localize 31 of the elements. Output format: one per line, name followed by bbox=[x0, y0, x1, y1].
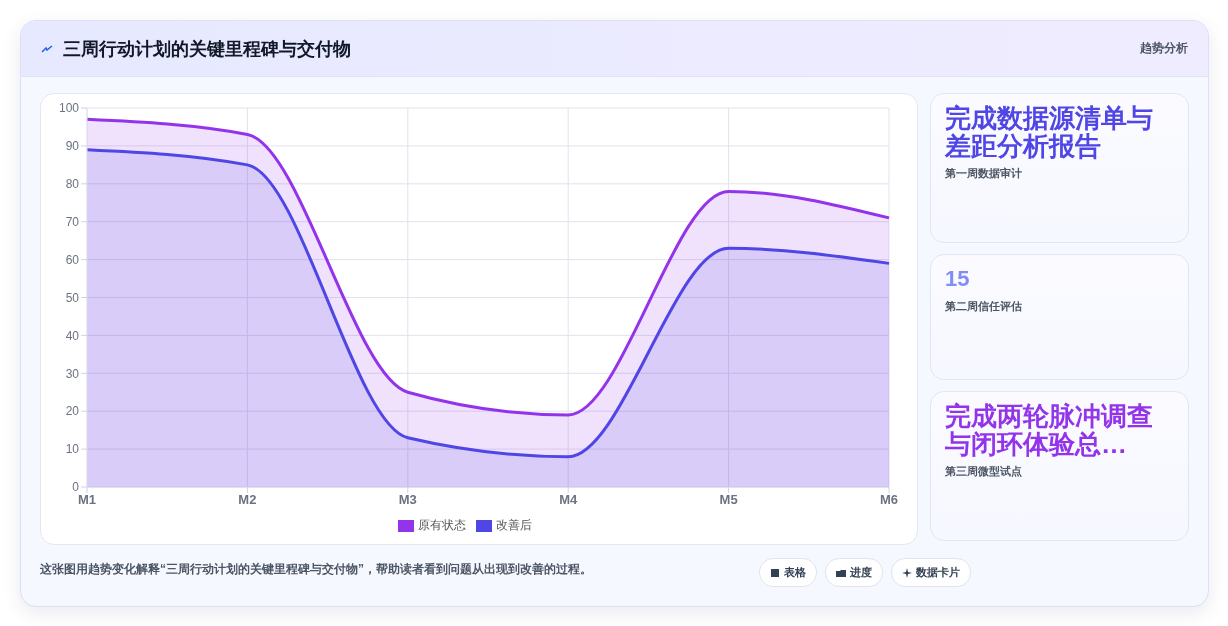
text: 完成两轮脉冲调查与闭环体验总… bbox=[945, 401, 1154, 459]
text: 数据卡片 bbox=[891, 558, 971, 587]
y-tick-label: 0 bbox=[72, 480, 80, 495]
x-tick-label: M1 bbox=[77, 492, 97, 508]
legend-label: 改善后 bbox=[496, 518, 532, 532]
text: 进度 bbox=[825, 558, 883, 587]
y-tick-label: 100 bbox=[58, 101, 80, 116]
x-tick-label: M4 bbox=[559, 492, 578, 508]
y-tick-label: 20 bbox=[65, 404, 80, 419]
text: 完成数据源清单与差距分析报告 bbox=[945, 103, 1154, 161]
y-tick-label: 30 bbox=[65, 366, 80, 381]
text: 15 bbox=[945, 265, 971, 293]
chart-title: 三周行动计划的关键里程碑与交付物 bbox=[63, 37, 351, 61]
x-tick-label: M5 bbox=[719, 492, 738, 508]
legend-label: 原有状态 bbox=[418, 518, 466, 532]
text: 趋势分析 bbox=[1140, 40, 1188, 57]
text: 表格 bbox=[759, 558, 817, 587]
y-tick-label: 60 bbox=[65, 252, 80, 267]
text: 第三周微型试点 bbox=[945, 464, 1023, 479]
y-tick-label: 70 bbox=[65, 214, 80, 229]
y-tick-label: 10 bbox=[65, 442, 80, 457]
text: 第二周信任评估 bbox=[945, 299, 1023, 314]
y-tick-label: 50 bbox=[65, 290, 80, 305]
text: 这张图用趋势变化解释“三周行动计划的关键里程碑与交付物”，帮助读者看到问题从出现到改善的过程。 bbox=[40, 561, 592, 578]
x-tick-label: M6 bbox=[879, 492, 899, 508]
x-tick-label: M3 bbox=[398, 492, 417, 508]
x-tick-label: M2 bbox=[238, 492, 257, 508]
text: 第一周数据审计 bbox=[945, 166, 1023, 181]
y-tick-label: 80 bbox=[65, 177, 80, 192]
y-tick-label: 90 bbox=[65, 139, 80, 154]
y-tick-label: 40 bbox=[65, 328, 80, 343]
